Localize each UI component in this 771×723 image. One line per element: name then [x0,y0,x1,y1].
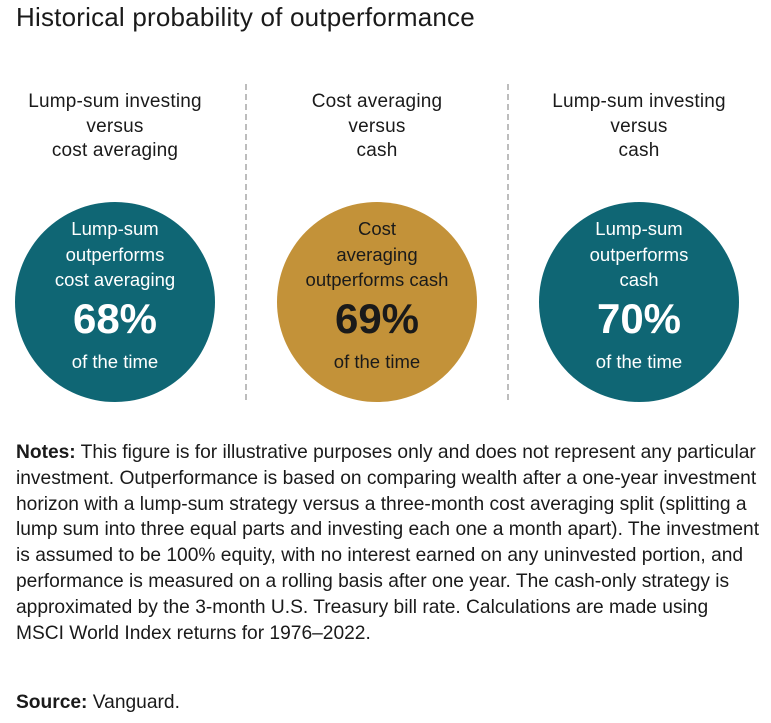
circle-description: Cost averaging outperforms cash [277,216,477,293]
heading-line: versus [86,115,144,137]
panel-cost-averaging-vs-cash: Cost averaging versus cash Cost averagin… [252,84,502,404]
circle-text-line: averaging [336,243,418,265]
circle-text-line: outperforms cash [305,269,449,290]
notes-label: Notes: [16,442,76,463]
heading-line: versus [610,115,668,137]
percent-value: 68% [72,295,158,342]
chart-title: Historical probability of outperformance [16,2,475,32]
circle-text-line: Lump-sum [71,218,159,239]
circle-text-line: outperforms [65,243,165,265]
panel-heading: Lump-sum investing versus cash [514,90,764,164]
notes-paragraph: Notes: This figure is for illustrative p… [16,440,761,646]
heading-line: cost averaging [51,140,179,161]
heading-line: versus [348,115,406,137]
heading-line: cash [356,140,398,161]
source-line: Source: Vanguard. [16,690,180,716]
source-label: Source: [16,692,88,713]
percent-value: 70% [596,295,682,342]
panel-heading: Cost averaging versus cash [252,90,502,164]
result-circle: Lump-sum outperforms cost averaging 68% … [15,202,215,402]
circle-description: Lump-sum outperforms cash [539,216,739,293]
circle-tail-text: of the time [333,351,421,372]
circle-tail-text: of the time [71,351,159,372]
circle-description: Lump-sum outperforms cost averaging [15,216,215,293]
notes-text: This figure is for illustrative purposes… [16,442,760,644]
circle-text-line: Cost [357,218,397,239]
heading-line: Lump-sum investing [28,91,202,112]
circle-text-line: cost averaging [54,269,176,290]
heading-line: cash [618,140,660,161]
percent-value: 69% [334,295,420,342]
panel-lump-sum-vs-cost-averaging: Lump-sum investing versus cost averaging… [0,84,240,404]
result-circle: Lump-sum outperforms cash 70% of the tim… [539,202,739,402]
panel-heading: Lump-sum investing versus cost averaging [0,90,240,164]
result-circle: Cost averaging outperforms cash 69% of t… [277,202,477,402]
circle-text-line: Lump-sum [595,218,683,239]
circle-tail-text: of the time [595,351,683,372]
circle-text-line: outperforms [589,243,689,265]
heading-line: Cost averaging [311,91,443,112]
panel-lump-sum-vs-cash: Lump-sum investing versus cash Lump-sum … [514,84,764,404]
dashed-divider [507,84,509,400]
circle-text-line: cash [619,269,659,290]
source-text: Vanguard. [87,692,180,713]
dashed-divider [245,84,247,400]
heading-line: Lump-sum investing [552,91,726,112]
